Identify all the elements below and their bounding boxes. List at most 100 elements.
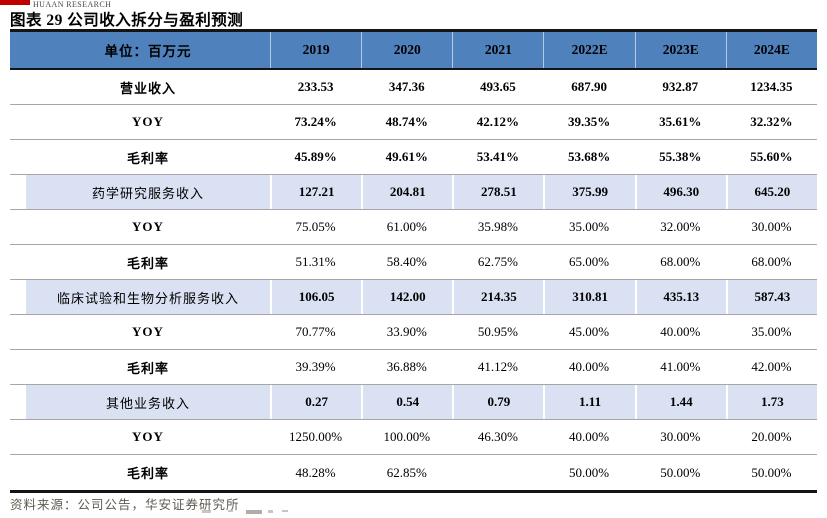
row-gutter	[10, 350, 26, 384]
year-header-cell: 2021	[452, 32, 544, 68]
row-value	[452, 455, 543, 490]
row-value: 42.12%	[476, 114, 520, 129]
row-gutter	[10, 385, 26, 419]
row-label: 毛利率	[126, 150, 169, 166]
row-value: 48.74%	[385, 114, 428, 129]
row-value: 45.00%	[569, 324, 610, 339]
source-note: 资料来源：公司公告，华安证券研究所	[10, 498, 240, 512]
row-value: 35.98%	[477, 219, 518, 234]
table-row: 临床试验和生物分析服务收入 106.05 142.00 214.35 310.81 435…	[10, 280, 817, 315]
row-value: 40.00%	[660, 324, 701, 339]
row-value: 40.00%	[569, 429, 610, 444]
table-row: YOY 1250.00% 100.00% 46.30% 40.00% 30.00% 20.0…	[10, 420, 817, 455]
row-value: 310.81	[543, 280, 635, 314]
row-value: 55.60%	[750, 149, 793, 164]
table-body: 营业收入 233.53 347.36 493.65 687.90 932.87 1234.3…	[10, 70, 817, 490]
row-value: 645.20	[725, 175, 817, 209]
row-value: 0.54	[361, 385, 453, 419]
row-value: 20.00%	[751, 429, 792, 444]
row-gutter	[10, 175, 26, 209]
row-label: YOY	[132, 429, 164, 444]
huaan-logo-red-bar	[0, 0, 30, 5]
header-gutter	[10, 32, 26, 68]
row-value: 375.99	[543, 175, 635, 209]
row-value: 62.85%	[386, 464, 427, 480]
row-gutter	[10, 210, 26, 244]
row-gutter	[10, 315, 26, 349]
row-value: 32.32%	[750, 114, 793, 129]
row-value: 32.00%	[660, 219, 701, 234]
row-label: 其他业务收入	[26, 385, 270, 419]
row-value: 68.00%	[660, 254, 701, 269]
row-value: 50.95%	[477, 324, 518, 339]
row-value: 687.90	[571, 79, 607, 94]
row-gutter	[10, 105, 26, 139]
table-row: 药学研究服务收入 127.21 204.81 278.51 375.99 496.30 64…	[10, 175, 817, 210]
figure-title: 图表 29 公司收入拆分与盈利预测	[10, 12, 244, 29]
row-gutter	[10, 245, 26, 279]
row-value: 62.75%	[477, 254, 518, 269]
row-value: 1.44	[634, 385, 726, 419]
year-header-cell: 2022E	[543, 32, 635, 68]
row-label: 药学研究服务收入	[26, 175, 270, 209]
row-value: 1.73	[725, 385, 817, 419]
table-row: 毛利率 51.31% 58.40% 62.75% 65.00% 68.00% 68.00%	[10, 245, 817, 280]
row-value: 127.21	[270, 175, 362, 209]
table-row: YOY 73.24% 48.74% 42.12% 39.35% 35.61% 32.32%	[10, 105, 817, 140]
row-gutter	[10, 280, 26, 314]
row-value: 33.90%	[386, 324, 427, 339]
row-value: 496.30	[634, 175, 726, 209]
year-header-cell: 2024E	[725, 32, 817, 68]
row-value: 233.53	[297, 79, 334, 94]
row-value: 50.00%	[660, 464, 701, 480]
row-value: 50.00%	[751, 464, 792, 480]
row-label: YOY	[132, 114, 164, 129]
row-value: 1.11	[543, 385, 635, 419]
row-value: 30.00%	[751, 219, 792, 234]
row-value: 142.00	[361, 280, 453, 314]
row-value: 1234.35	[750, 79, 793, 94]
row-value: 35.00%	[569, 219, 610, 234]
row-value: 932.87	[662, 79, 699, 94]
row-value: 51.31%	[295, 254, 336, 269]
row-value: 53.41%	[476, 149, 520, 164]
row-value: 55.38%	[659, 149, 702, 164]
year-header-cell: 2020	[361, 32, 453, 68]
row-value: 39.39%	[295, 359, 336, 374]
row-gutter	[10, 420, 26, 454]
row-value: 41.12%	[477, 359, 518, 374]
row-value: 42.00%	[751, 359, 792, 374]
row-value: 48.28%	[295, 464, 336, 480]
row-label: 毛利率	[126, 255, 169, 271]
row-gutter	[10, 140, 26, 174]
table-row: 其他业务收入 0.27 0.54 0.79 1.11 1.44 1.73	[10, 385, 817, 420]
row-value: 61.00%	[386, 219, 427, 234]
row-value: 587.43	[725, 280, 817, 314]
year-header-cell: 2023E	[634, 32, 726, 68]
forecast-table: 单位：百万元 2019 2020 2021 2022E 2023E 2024E 营业收入 23…	[10, 29, 817, 493]
row-value: 347.36	[388, 79, 425, 94]
row-value: 70.77%	[295, 324, 336, 339]
row-value: 36.88%	[386, 359, 427, 374]
row-value: 41.00%	[660, 359, 701, 374]
row-value: 45.89%	[294, 149, 337, 164]
row-value: 53.68%	[567, 149, 611, 164]
row-value: 46.30%	[477, 429, 518, 444]
cutoff-text-fragment	[202, 510, 302, 518]
row-value: 73.24%	[294, 114, 337, 129]
table-header-row: 单位：百万元 2019 2020 2021 2022E 2023E 2024E	[10, 32, 817, 70]
table-row: 营业收入 233.53 347.36 493.65 687.90 932.87 1234.3…	[10, 70, 817, 105]
row-value: 50.00%	[569, 464, 610, 480]
row-label: 营业收入	[119, 80, 176, 96]
row-value: 100.00%	[383, 429, 431, 444]
year-header-cell: 2019	[270, 32, 362, 68]
row-label: 临床试验和生物分析服务收入	[26, 280, 270, 314]
table-row: YOY 75.05% 61.00% 35.98% 35.00% 32.00% 30.00%	[10, 210, 817, 245]
row-gutter	[10, 455, 26, 490]
table-row: 毛利率 45.89% 49.61% 53.41% 53.68% 55.38% 55.60%	[10, 140, 817, 175]
row-value: 35.61%	[659, 114, 702, 129]
row-value: 65.00%	[569, 254, 610, 269]
row-value: 58.40%	[386, 254, 427, 269]
row-label: YOY	[132, 324, 164, 339]
